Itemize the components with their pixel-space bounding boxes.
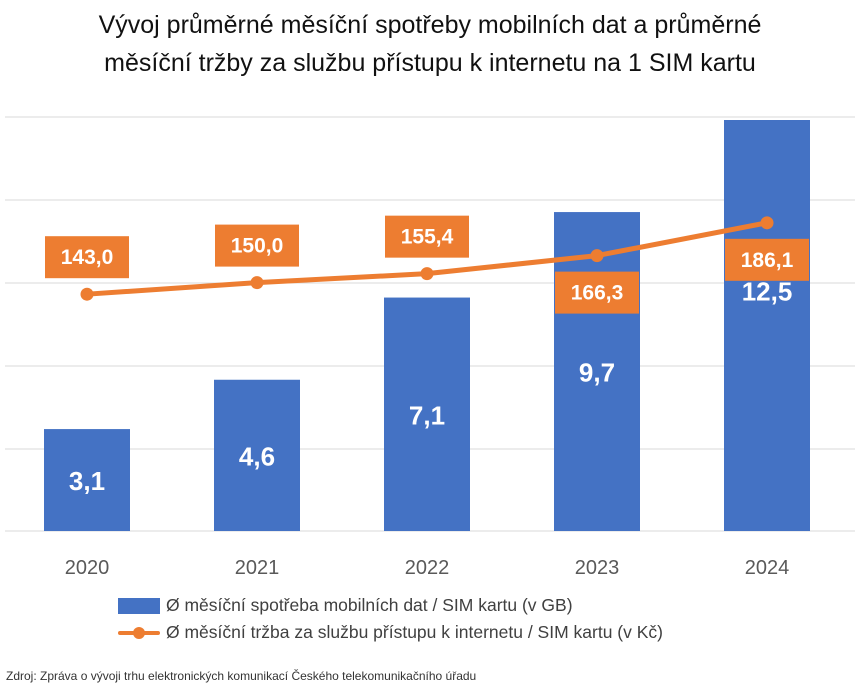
chart-title: Vývoj průměrné měsíční spotřeby mobilníc… — [0, 6, 860, 82]
bar-2021 — [214, 379, 300, 531]
x-tick-label-2020: 2020 — [65, 557, 110, 579]
line-label-2020: 143,0 — [61, 246, 114, 269]
chart-title-line-1: Vývoj průměrné měsíční spotřeby mobilníc… — [98, 11, 762, 39]
x-tick-label-2022: 2022 — [405, 557, 450, 579]
x-tick-label-2023: 2023 — [575, 557, 620, 579]
bar-label-2020: 3,1 — [69, 466, 105, 496]
line-label-2021: 150,0 — [231, 235, 284, 258]
line-label-box-2022 — [385, 215, 469, 258]
bar-2020 — [44, 429, 130, 531]
line-point-2021 — [250, 276, 264, 290]
legend-label-revenue: Ø měsíční tržba za službu přístupu k int… — [166, 622, 663, 642]
line-point-2024 — [760, 216, 774, 230]
source-note: Zdroj: Zpráva o vývoji trhu elektronický… — [6, 669, 477, 683]
line-label-box-2023 — [555, 271, 639, 314]
x-tick-label-2021: 2021 — [235, 557, 280, 579]
bar-label-2021: 4,6 — [239, 441, 275, 471]
line-label-box-2020 — [45, 236, 129, 279]
legend-bar-swatch — [118, 598, 160, 614]
line-point-2023 — [590, 249, 604, 263]
legend-marker-swatch — [133, 627, 145, 639]
bar-label-2022: 7,1 — [409, 400, 445, 430]
bar-2024 — [724, 120, 810, 531]
bar-2022 — [384, 297, 470, 531]
combo-chart: 3,1 4,6 7,1 9,7 12,5 143,0 150,0 155,4 166,3 186,… — [5, 116, 855, 579]
line-label-box-2021 — [215, 224, 299, 267]
legend-label-data-usage: Ø měsíční spotřeba mobilních dat / SIM k… — [166, 595, 573, 615]
bar-label-2023: 9,7 — [579, 358, 615, 388]
bar-label-2024: 12,5 — [742, 277, 793, 307]
line-point-2020 — [80, 287, 94, 301]
line-label-box-2024 — [725, 238, 809, 281]
line-point-2022 — [420, 267, 434, 281]
chart-title-line-2: měsíční tržby za službu přístupu k inter… — [104, 49, 756, 77]
x-tick-label-2024: 2024 — [745, 557, 790, 579]
bar-2023 — [554, 212, 640, 531]
line-label-2024: 186,1 — [741, 249, 794, 272]
line-label-2023: 166,3 — [571, 282, 624, 305]
line-label-2022: 155,4 — [401, 226, 454, 249]
